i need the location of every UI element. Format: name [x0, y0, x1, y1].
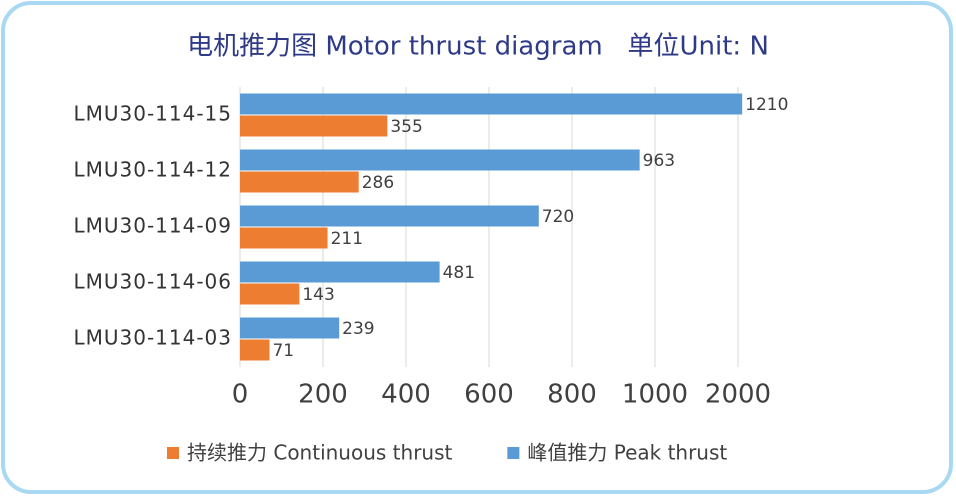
- data-label: 71: [272, 341, 294, 361]
- data-label: 211: [331, 229, 363, 249]
- y-tick-label: LMU30-114-06: [73, 270, 232, 294]
- bar: [240, 205, 539, 227]
- bar: [240, 149, 640, 171]
- y-tick-label: LMU30-114-03: [73, 326, 232, 350]
- legend-swatch: [507, 447, 520, 459]
- bar: [240, 317, 340, 339]
- data-label: 239: [342, 319, 374, 339]
- legend-swatch: [167, 447, 179, 459]
- x-tick-label: 600: [464, 380, 514, 410]
- x-tick-label: 2000: [705, 380, 771, 410]
- bar: [240, 227, 328, 249]
- legend-label: 持续推力 Continuous thrust: [187, 441, 453, 465]
- x-tick-label: 800: [547, 380, 597, 410]
- data-label: 481: [443, 263, 475, 283]
- data-label: 1210: [745, 95, 788, 115]
- x-tick-label: 0: [232, 380, 249, 410]
- chart-frame: [1, 1, 953, 494]
- y-tick-label: LMU30-114-09: [73, 214, 232, 238]
- data-label: 720: [542, 207, 574, 227]
- legend-label: 峰值推力 Peak thrust: [527, 441, 727, 465]
- x-tick-label: 400: [381, 380, 431, 410]
- x-tick-label: 1000: [622, 380, 688, 410]
- bar: [240, 261, 440, 283]
- data-label: 286: [362, 173, 394, 193]
- data-label: 143: [302, 285, 334, 305]
- y-tick-label: LMU30-114-12: [73, 158, 232, 182]
- bar: [240, 339, 270, 361]
- bar: [240, 93, 743, 115]
- x-tick-label: 200: [298, 380, 348, 410]
- y-tick-label: LMU30-114-15: [73, 102, 232, 126]
- data-label: 963: [643, 151, 675, 171]
- bar: [240, 171, 359, 193]
- bar: [240, 283, 300, 305]
- bar: [240, 115, 388, 137]
- chart-title: 电机推力图 Motor thrust diagram 单位Unit: N: [187, 32, 769, 62]
- data-label: 355: [390, 117, 422, 137]
